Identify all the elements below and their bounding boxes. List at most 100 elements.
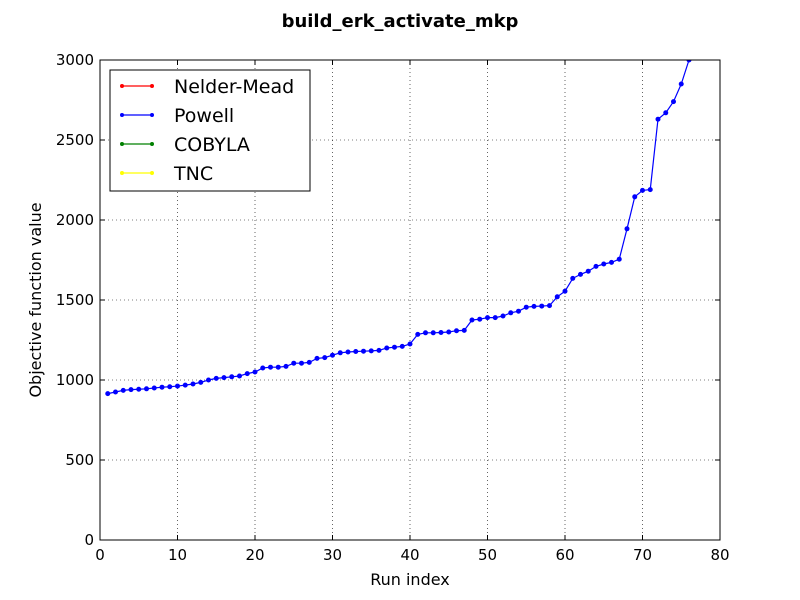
x-tick-label: 40 xyxy=(400,546,419,564)
x-tick-label: 70 xyxy=(633,546,652,564)
data-point xyxy=(151,385,157,391)
data-point xyxy=(306,359,312,365)
data-point xyxy=(640,187,645,193)
data-point xyxy=(695,26,699,30)
y-tick-label: 500 xyxy=(65,451,94,469)
data-point xyxy=(314,355,320,361)
data-point xyxy=(221,375,227,381)
data-point xyxy=(616,256,622,262)
legend-label: TNC xyxy=(173,163,213,185)
data-point xyxy=(113,389,118,395)
data-point xyxy=(423,330,428,336)
x-tick-label: 60 xyxy=(555,546,574,564)
x-tick-label: 50 xyxy=(478,546,497,564)
data-point xyxy=(671,99,676,105)
y-tick-label: 1500 xyxy=(56,291,94,309)
data-point xyxy=(601,261,607,267)
legend-item-nelder-mead: Nelder-Mead xyxy=(120,76,294,98)
data-point xyxy=(446,329,452,335)
data-point xyxy=(570,275,576,281)
data-point xyxy=(407,341,413,347)
data-point xyxy=(175,383,180,389)
x-tick-label: 10 xyxy=(168,546,187,564)
data-point xyxy=(469,317,475,323)
data-point xyxy=(415,331,421,337)
legend-swatch-marker xyxy=(120,84,124,88)
y-tick-label: 2500 xyxy=(56,131,94,149)
data-point xyxy=(213,375,219,381)
data-point xyxy=(167,384,173,390)
data-point xyxy=(322,355,328,361)
data-point xyxy=(516,308,521,314)
data-point xyxy=(647,187,653,193)
legend-swatch-marker xyxy=(150,84,154,88)
data-point xyxy=(655,116,661,122)
data-point xyxy=(585,268,591,274)
data-point xyxy=(508,310,514,316)
data-point xyxy=(353,349,359,355)
data-point xyxy=(523,304,529,310)
ticks: 0 10 20 30 40 50 60 70 80 0 500 1000 1500 2000 2500 300… xyxy=(56,51,730,564)
chart-title: build_erk_activate_mkp xyxy=(282,11,519,32)
y-tick-label: 3000 xyxy=(56,51,94,69)
data-point xyxy=(368,348,374,354)
data-point xyxy=(136,386,142,392)
data-point xyxy=(120,387,126,393)
data-point xyxy=(260,365,266,371)
data-point xyxy=(678,81,684,87)
data-point xyxy=(299,360,304,366)
legend-box xyxy=(109,69,311,192)
data-point xyxy=(337,350,343,356)
legend-swatch-marker xyxy=(150,142,154,146)
data-point xyxy=(632,194,638,200)
series-layer xyxy=(105,26,699,397)
x-axis-label: Run index xyxy=(370,570,450,589)
legend: Nelder-Mead Powell COBYLA TNC xyxy=(109,69,311,192)
data-point xyxy=(485,315,490,321)
data-point xyxy=(539,303,545,309)
data-point xyxy=(578,271,583,277)
data-point xyxy=(105,391,111,397)
data-point xyxy=(345,349,351,355)
data-point xyxy=(198,379,204,385)
legend-swatch-marker xyxy=(150,113,154,117)
x-tick-label: 20 xyxy=(245,546,264,564)
data-point xyxy=(562,288,568,294)
data-point xyxy=(206,377,211,383)
legend-label: Nelder-Mead xyxy=(174,76,294,98)
y-axis-label: Objective function value xyxy=(26,202,45,397)
data-point xyxy=(283,363,289,369)
data-point xyxy=(128,387,134,393)
data-point xyxy=(392,344,397,350)
legend-item-powell: Powell xyxy=(120,105,234,127)
data-point xyxy=(291,360,297,366)
data-point xyxy=(663,110,669,116)
y-tick-label: 1000 xyxy=(56,371,94,389)
y-tick-label: 2000 xyxy=(56,211,94,229)
legend-swatch-marker xyxy=(120,171,124,175)
data-point xyxy=(330,352,335,358)
data-point xyxy=(144,386,149,392)
legend-label: Powell xyxy=(174,105,234,127)
data-point xyxy=(477,316,483,322)
data-point xyxy=(159,384,165,390)
data-point xyxy=(454,328,459,334)
data-point xyxy=(376,347,382,353)
data-point xyxy=(190,381,196,387)
data-point xyxy=(500,313,506,319)
data-point xyxy=(244,371,250,377)
data-point xyxy=(252,369,258,375)
x-tick-label: 80 xyxy=(710,546,729,564)
legend-item-cobyla: COBYLA xyxy=(120,134,250,156)
legend-swatch-marker xyxy=(120,142,124,146)
data-point xyxy=(492,315,498,321)
legend-label: COBYLA xyxy=(174,134,250,156)
data-point xyxy=(430,330,436,336)
data-point xyxy=(438,329,444,335)
data-point xyxy=(531,303,537,309)
data-point xyxy=(182,382,188,388)
data-point xyxy=(268,364,273,370)
data-point xyxy=(275,364,281,370)
data-point xyxy=(237,373,242,379)
